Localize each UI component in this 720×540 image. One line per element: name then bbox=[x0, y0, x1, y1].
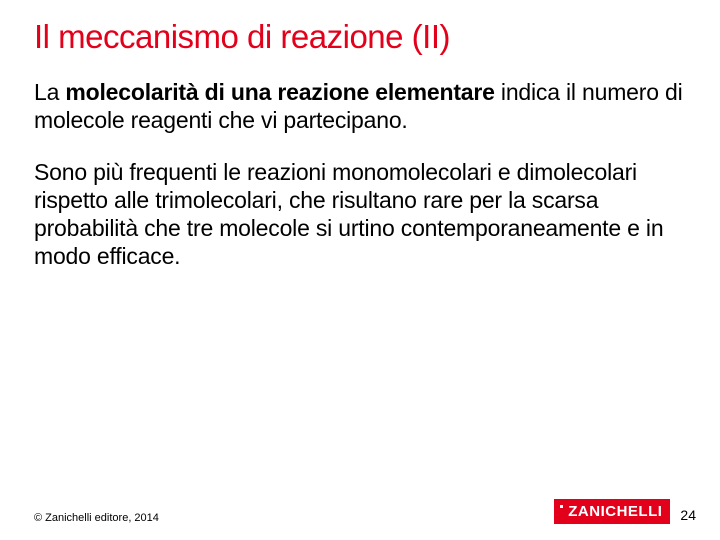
brand-area: ZANICHELLI 24 bbox=[554, 499, 696, 524]
para1-prefix: La bbox=[34, 79, 65, 105]
slide-title: Il meccanismo di reazione (II) bbox=[34, 18, 686, 56]
para1-bold: molecolarità di una reazione elementare bbox=[65, 79, 494, 105]
paragraph-2: Sono più frequenti le reazioni monomolec… bbox=[34, 158, 686, 270]
page-number: 24 bbox=[680, 507, 696, 524]
footer: © Zanichelli editore, 2014 ZANICHELLI 24 bbox=[34, 499, 696, 524]
brand-logo: ZANICHELLI bbox=[554, 499, 670, 524]
paragraph-1: La molecolarità di una reazione elementa… bbox=[34, 78, 686, 134]
slide-container: Il meccanismo di reazione (II) La moleco… bbox=[0, 0, 720, 540]
copyright-text: © Zanichelli editore, 2014 bbox=[34, 512, 159, 524]
brand-label: ZANICHELLI bbox=[568, 503, 662, 520]
